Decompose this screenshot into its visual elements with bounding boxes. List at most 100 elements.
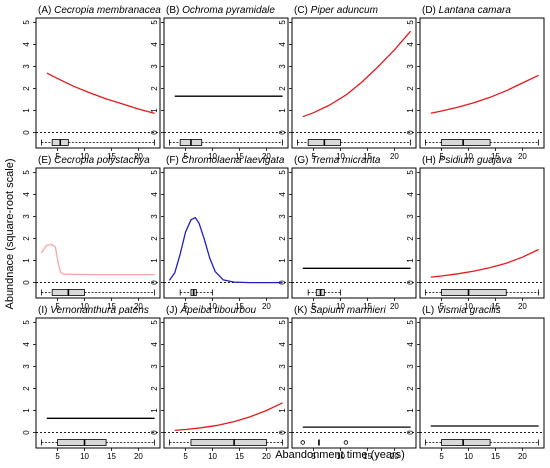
panel-title: (L) Vismia gracilis — [422, 305, 501, 316]
x-tick-label: 10 — [464, 452, 473, 461]
panel-letter: (D) — [422, 5, 439, 16]
y-tick-label: 2 — [150, 86, 159, 91]
x-tick-label: 15 — [491, 452, 500, 461]
y-tick-label: 4 — [22, 192, 31, 197]
x-tick-label: 15 — [235, 152, 244, 161]
y-tick-label: 1 — [406, 108, 415, 113]
x-tick-label: 20 — [134, 152, 143, 161]
y-tick-label: 4 — [278, 42, 287, 47]
series-line — [174, 402, 283, 432]
panel-frame — [35, 317, 161, 449]
box-iqr — [57, 439, 107, 446]
panel-letter: (C) — [294, 5, 311, 16]
x-tick-label: 15 — [363, 152, 372, 161]
series-line — [168, 216, 283, 284]
panel-letter: (H) — [422, 155, 439, 166]
x-tick-label: 20 — [262, 452, 271, 461]
x-tick-label: 5 — [439, 302, 444, 311]
x-tick-label: 15 — [491, 152, 500, 161]
x-tick-label: 15 — [363, 302, 372, 311]
panel-title: (G) Trema micranta — [294, 155, 381, 166]
panel-title: (J) Apeiba tibourbou — [166, 305, 257, 316]
panel-frame — [419, 317, 545, 449]
panel: (L) Vismia gracilis 0 1 2 3 4 5 5 10 15 20 — [406, 305, 545, 461]
panel-species: Cecropia polystachya — [54, 155, 150, 166]
x-tick-label: 10 — [208, 452, 217, 461]
series-line — [46, 72, 155, 115]
panel: (D) Lantana camara 0 1 2 3 4 5 5 10 15 20 — [406, 5, 545, 161]
panel-species: Piper aduncum — [311, 5, 378, 16]
x-tick-label: 15 — [107, 452, 116, 461]
x-tick-label: 20 — [518, 302, 527, 311]
y-tick-label: 4 — [150, 42, 159, 47]
y-tick-label: 3 — [278, 364, 287, 369]
y-tick-label: 0 — [22, 130, 31, 135]
x-tick-label: 20 — [518, 152, 527, 161]
y-tick-label: 5 — [150, 20, 159, 25]
x-tick-label: 5 — [55, 452, 60, 461]
panel-title: (C) Piper aduncum — [294, 5, 378, 16]
x-tick-label: 10 — [464, 152, 473, 161]
panel-frame — [291, 167, 417, 299]
x-tick-label: 10 — [336, 302, 345, 311]
panel-title: (B) Ochroma pyramidale — [166, 5, 275, 16]
series-line — [40, 244, 155, 276]
box-iqr — [441, 289, 507, 296]
x-tick-label: 10 — [80, 152, 89, 161]
y-tick-label: 5 — [150, 320, 159, 325]
x-tick-label: 5 — [183, 152, 188, 161]
panel-title: (D) Lantana camara — [422, 5, 511, 16]
y-tick-label: 5 — [150, 170, 159, 175]
y-tick-label: 4 — [406, 42, 415, 47]
x-axis-label: Abandonment time (years) — [275, 449, 405, 461]
panel: (H) Psidium guajava 0 1 2 3 4 5 5 10 15 20 — [406, 155, 545, 311]
y-tick-label: 0 — [150, 130, 159, 135]
y-tick-label: 2 — [278, 386, 287, 391]
panel-frame — [163, 167, 289, 299]
panel-frame — [419, 167, 545, 299]
y-tick-label: 2 — [150, 236, 159, 241]
panel-species: Apeiba tibourbou — [179, 305, 256, 316]
y-tick-label: 3 — [150, 214, 159, 219]
x-tick-label: 5 — [311, 302, 316, 311]
y-tick-label: 0 — [150, 430, 159, 435]
panel-title: (E) Cecropia polystachya — [38, 155, 150, 166]
y-tick-label: 4 — [406, 192, 415, 197]
x-tick-label: 15 — [235, 452, 244, 461]
y-tick-label: 2 — [150, 386, 159, 391]
y-tick-label: 0 — [406, 130, 415, 135]
x-tick-label: 5 — [55, 302, 60, 311]
panel-frame — [291, 17, 417, 149]
y-tick-label: 2 — [278, 86, 287, 91]
panel-species: Psidium guajava — [439, 155, 513, 166]
x-tick-label: 5 — [55, 152, 60, 161]
panel-species: Lantana camara — [439, 5, 512, 16]
x-tick-label: 15 — [491, 302, 500, 311]
x-tick-label: 15 — [107, 302, 116, 311]
x-tick-label: 20 — [518, 452, 527, 461]
y-tick-label: 2 — [406, 86, 415, 91]
panel-letter: (G) — [294, 155, 311, 166]
series-line — [430, 248, 539, 278]
x-tick-label: 20 — [262, 152, 271, 161]
y-tick-label: 3 — [278, 214, 287, 219]
y-tick-label: 4 — [406, 342, 415, 347]
y-tick-label: 3 — [150, 64, 159, 69]
panel-frame — [35, 167, 161, 299]
y-tick-label: 1 — [406, 258, 415, 263]
y-tick-label: 1 — [22, 408, 31, 413]
y-tick-label: 1 — [406, 408, 415, 413]
panel-letter: (J) — [166, 305, 180, 316]
y-tick-label: 0 — [278, 130, 287, 135]
y-tick-label: 3 — [406, 214, 415, 219]
x-tick-label: 20 — [390, 152, 399, 161]
panel-letter: (E) — [38, 155, 54, 166]
panel-frame — [163, 17, 289, 149]
x-tick-label: 10 — [80, 302, 89, 311]
x-tick-label: 5 — [439, 452, 444, 461]
x-tick-label: 10 — [208, 152, 217, 161]
